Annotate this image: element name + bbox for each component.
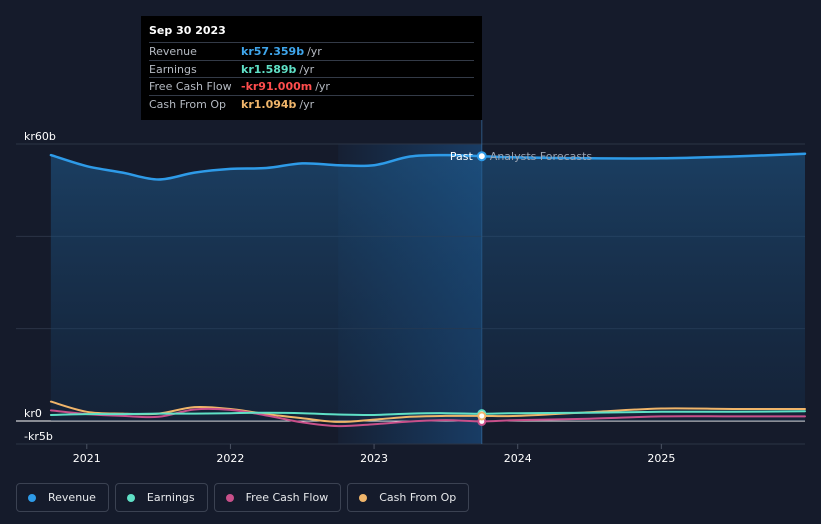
series-line-earnings <box>49 410 806 417</box>
tooltip-label: Revenue <box>149 45 197 58</box>
cash-from-op-dot-icon <box>359 493 368 502</box>
legend-item-free-cash-flow[interactable]: Free Cash Flow <box>213 483 342 512</box>
legend-item-earnings[interactable]: Earnings <box>114 483 208 512</box>
legend-label: Cash From Op <box>379 491 457 504</box>
tooltip-date: Sep 30 2023 <box>149 24 226 37</box>
marker-cash-from-op <box>477 411 487 421</box>
tooltip-row-revenue: Revenue kr57.359b /yr <box>149 42 474 60</box>
earnings-dot-icon <box>126 493 135 502</box>
free-cash-flow-dot-icon <box>225 493 234 502</box>
series-line-free-cash-flow <box>49 407 806 428</box>
legend-label: Earnings <box>146 491 195 504</box>
legend-item-revenue[interactable]: Revenue <box>16 483 109 512</box>
x-tick-label: 2022 <box>216 452 244 465</box>
revenue-dot-icon <box>28 493 36 502</box>
x-tick-label: 2025 <box>647 452 675 465</box>
revenue-area <box>50 153 805 421</box>
tooltip-label: Earnings <box>149 62 197 76</box>
tooltip-row-cash-from-op: Cash From Op kr1.094b /yr <box>149 94 474 113</box>
x-tick-label: 2023 <box>360 452 388 465</box>
tooltip-label: Cash From Op <box>149 97 227 111</box>
y-tick-label: -kr5b <box>24 430 53 443</box>
legend-item-cash-from-op[interactable]: Cash From Op <box>347 483 470 512</box>
tooltip-unit: /yr <box>315 80 330 93</box>
tooltip-row-free-cash-flow: Free Cash Flow -kr91.000m /yr <box>149 77 474 95</box>
tooltip-value: -kr91.000m <box>241 80 313 93</box>
tooltip-unit: /yr <box>299 62 315 76</box>
marker-revenue <box>476 151 487 162</box>
x-tick-label: 2021 <box>73 452 101 465</box>
series-line-revenue <box>49 152 807 181</box>
legend: Revenue Earnings Free Cash Flow Cash Fro… <box>16 483 470 512</box>
forecast-label: Analysts Forecasts <box>490 150 593 163</box>
tooltip-unit: /yr <box>299 97 315 111</box>
tooltip-value: kr57.359b <box>241 45 305 58</box>
legend-label: Free Cash Flow <box>245 491 329 504</box>
tooltip-label: Free Cash Flow <box>149 80 232 93</box>
legend-label: Revenue <box>48 491 96 504</box>
tooltip: Sep 30 2023 Revenue kr57.359b /yr Earnin… <box>141 16 482 120</box>
past-label: Past <box>450 150 474 163</box>
tooltip-value: kr1.589b <box>241 62 297 76</box>
tooltip-row-earnings: Earnings kr1.589b /yr <box>149 59 474 78</box>
tooltip-value: kr1.094b <box>241 97 297 111</box>
tooltip-unit: /yr <box>307 45 322 58</box>
x-tick-label: 2024 <box>504 452 532 465</box>
y-tick-label: kr60b <box>24 130 56 143</box>
y-tick-label: kr0 <box>24 407 42 420</box>
